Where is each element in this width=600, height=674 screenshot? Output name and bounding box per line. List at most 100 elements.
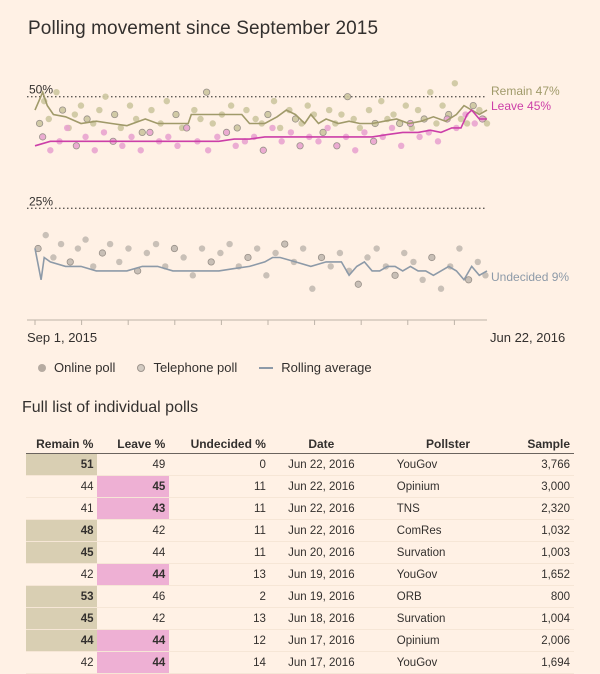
undecided-poll-point [354,280,362,288]
remain-poll-point [402,102,409,109]
undecided-poll-point [74,245,82,252]
leave-poll-point [214,133,221,141]
remain-poll-point [71,111,79,118]
cell-date: Jun 17, 2016 [269,629,373,652]
x-axis-start-label: Sep 1, 2015 [27,330,97,345]
undecided-poll-point [327,263,334,270]
cell-date: Jun 19, 2016 [269,585,373,608]
table-row: 45 42 13 Jun 18, 2016 Survation 1,004 [26,607,574,630]
leave-poll-point [296,142,304,150]
leave-end-label: Leave 45% [491,99,551,113]
table-title: Full list of individual polls [22,399,199,416]
remain-poll-point [35,119,44,128]
header-undecided[interactable]: Undecided % [169,434,270,454]
undecided-poll-point [42,231,49,239]
remain-poll-point [378,97,385,105]
leave-poll-point [119,142,126,149]
header-pollster[interactable]: Pollster [372,434,524,454]
cell-date: Jun 17, 2016 [269,651,373,674]
undecided-poll-point [198,245,206,252]
leave-poll-point [361,129,368,136]
undecided-poll-point [106,240,114,248]
cell-undecided: 11 [169,541,270,564]
polling-chart: 50% 25% Remain 47%Leave 45% Undecided 9% Sep… [27,80,569,345]
undecided-poll-point [410,258,417,266]
cell-leave: 45 [97,475,170,498]
remain-poll-point [469,101,477,110]
table-header-row: Remain % Leave % Undecided % Date Pollst… [26,434,574,454]
remain-poll-point [203,88,211,96]
cell-leave: 44 [97,563,170,586]
leave-poll-point [232,142,239,149]
remain-poll-point [276,124,284,132]
cell-leave: 44 [97,541,170,564]
leave-poll-point [47,147,54,154]
leave-poll-point [397,142,405,149]
cell-sample: 800 [523,585,574,608]
cell-undecided: 14 [169,651,270,674]
remain-poll-point [439,102,446,109]
leave-poll-point [137,147,144,154]
table-row: 41 43 11 Jun 22, 2016 TNS 2,320 [26,497,574,520]
header-date[interactable]: Date [269,434,373,454]
remain-poll-point [163,97,170,105]
cell-sample: 2,320 [523,497,574,520]
remain-poll-point [343,93,352,101]
legend-phone-label: Telephone poll [153,360,238,375]
reference-label: 50% [29,83,53,97]
undecided-poll-point [317,253,326,262]
remain-poll-point [111,110,119,119]
cell-pollster: Opinium [372,475,524,498]
cell-sample: 3,766 [523,453,574,476]
cell-remain: 41 [26,497,98,520]
table-row: 53 46 2 Jun 19, 2016 ORB 800 [26,585,574,608]
x-axis-end-label: Jun 22, 2016 [490,330,565,345]
legend-rolling: Rolling average [259,360,372,375]
remain-end-label: Remain 47% [491,84,560,98]
remain-poll-point [433,120,440,127]
legend-rolling-label: Rolling average [281,360,372,375]
remain-poll-point [132,115,140,123]
cell-date: Jun 22, 2016 [269,475,373,498]
cell-undecided: 11 [169,497,270,520]
table-row: 45 44 11 Jun 20, 2016 Survation 1,003 [26,541,574,564]
cell-pollster: Opinium [372,629,524,652]
remain-poll-point [138,128,146,137]
remain-poll-point [197,115,204,123]
undecided-poll-point [263,272,270,279]
cell-pollster: YouGov [372,563,524,586]
undecided-poll-point [152,240,160,248]
cell-remain: 44 [26,475,98,498]
cell-sample: 1,652 [523,563,574,586]
header-sample[interactable]: Sample [523,434,574,454]
cell-undecided: 0 [169,453,270,476]
cell-remain: 42 [26,563,98,586]
cell-leave: 49 [97,453,170,476]
remain-poll-point [483,120,491,127]
remain-poll-point [291,115,300,123]
leave-poll-point [416,133,423,141]
undecided-poll-point [428,253,436,262]
leave-rolling-line [34,108,487,147]
cell-leave: 42 [97,607,170,630]
leave-poll-point [72,142,80,150]
cell-sample: 2,006 [523,629,574,652]
remain-poll-point [77,102,85,109]
table-row: 42 44 14 Jun 17, 2016 YouGov 1,694 [26,651,574,674]
table-row: 51 49 0 Jun 22, 2016 YouGov 3,766 [26,453,574,476]
cell-remain: 45 [26,541,98,564]
header-leave[interactable]: Leave % [97,434,170,454]
remain-poll-point [191,106,198,114]
leave-poll-point [146,128,154,137]
remain-poll-point [172,110,180,119]
cell-undecided: 13 [169,607,270,630]
undecided-poll-point [474,258,482,266]
undecided-poll-point [281,240,289,248]
header-remain[interactable]: Remain % [26,434,98,454]
leave-poll-point [333,142,341,150]
remain-poll-point [96,106,103,114]
polls-table: Remain % Leave % Undecided % Date Pollst… [26,434,574,674]
table-row: 44 44 12 Jun 17, 2016 Opinium 2,006 [26,629,574,652]
undecided-poll-point [50,254,57,261]
cell-sample: 1,003 [523,541,574,564]
